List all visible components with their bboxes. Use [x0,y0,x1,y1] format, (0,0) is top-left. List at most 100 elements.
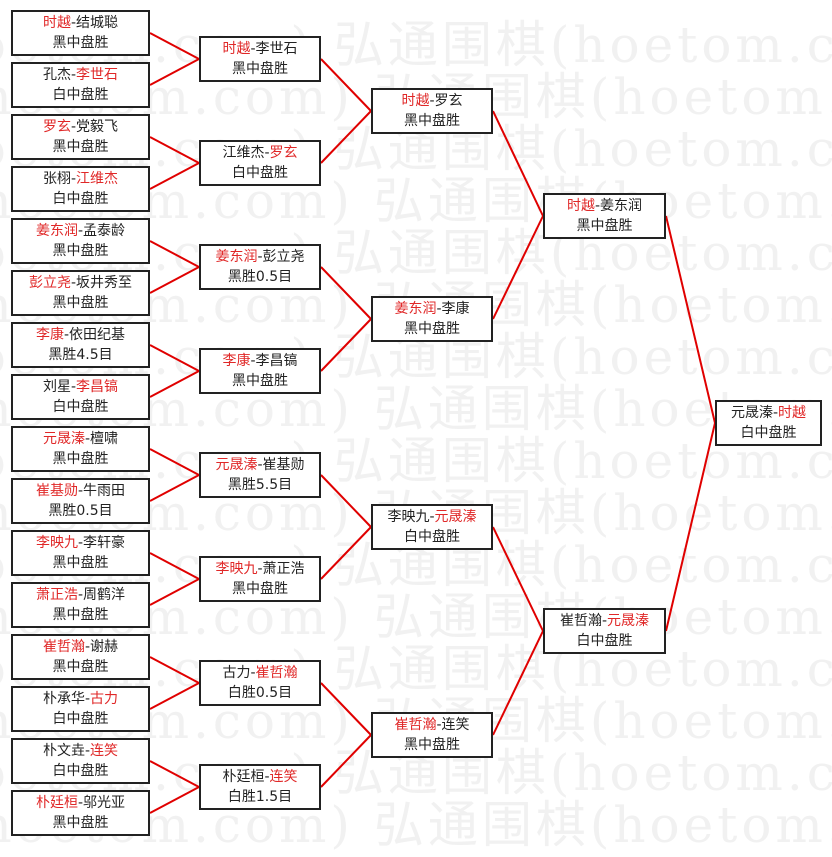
separator: - [250,353,256,369]
winner-name: 时越 [222,41,251,57]
winner-name: 李康 [222,353,251,369]
match-result: 白中盘胜 [404,529,460,545]
winner-name: 时越 [401,93,430,109]
player-name: 崔哲瀚 [559,613,602,629]
match-players: 江维杰-罗玄 [201,143,319,163]
player-name: 张栩 [42,171,71,187]
match-result: 黑中盘胜 [52,295,109,311]
match-players: 李映九-元晟溱 [373,507,491,527]
match-box: 古力-崔哲瀚 白胜0.5目 [199,660,321,706]
player-name: 姜东润 [600,198,643,214]
separator: - [70,15,77,31]
match-box: 崔哲瀚-连笑 黑中盘胜 [371,712,493,758]
connector-line [320,266,372,320]
match-box: 李映九-李轩豪 黑中盘胜 [11,530,150,576]
separator: - [70,67,77,83]
connector-line [320,526,372,580]
match-box: 姜东润-李康 黑中盘胜 [371,296,493,342]
separator: - [601,613,608,629]
separator: - [264,145,270,161]
match-players: 朴承华-古力 [13,689,148,709]
match-players: 李映九-萧正浩 [201,559,319,579]
connector-line [149,240,200,268]
match-result: 白中盘胜 [576,633,633,649]
winner-name: 萧正浩 [35,587,78,603]
connector-line [149,552,200,580]
match-box: 李康-依田纪基 黑胜4.5目 [11,322,150,368]
match-result: 黑中盘胜 [52,451,109,467]
match-players: 姜东润-孟泰龄 [13,221,148,241]
separator: - [84,431,91,447]
match-players: 萧正浩-周鹤洋 [13,585,148,605]
match-players: 元晟溱-时越 [717,403,820,423]
winner-name: 元晟溱 [215,457,258,473]
player-name: 古力 [222,665,251,681]
player-name: 孟泰龄 [83,223,126,239]
player-name: 依田纪基 [69,327,126,343]
connector-line [492,526,544,632]
match-players: 元晟溱-崔基勋 [201,455,319,475]
match-players: 姜东润-李康 [373,299,491,319]
connector-line [149,162,200,190]
match-players: 朴廷桓-连笑 [201,767,319,787]
connector-line [149,760,200,788]
player-name: 朴承华 [42,691,85,707]
connector-line [149,58,200,86]
match-players: 元晟溱-檀啸 [13,429,148,449]
separator: - [429,93,435,109]
connector-line [492,110,544,217]
connector-line [320,734,372,788]
winner-name: 罗玄 [42,119,71,135]
match-box: 罗玄-党毅飞黑中盘胜 [11,114,150,160]
match-players: 朴廷桓-邬光亚 [13,793,148,813]
match-box: 江维杰-罗玄白中盘胜 [199,140,321,186]
match-result: 黑中盘胜 [52,139,109,155]
match-players: 时越-罗玄 [373,91,491,111]
connector-line [320,318,372,372]
player-name: 彭立尧 [262,249,305,265]
match-result: 黑中盘胜 [576,218,633,234]
separator: - [84,743,91,759]
match-result: 黑中盘胜 [52,35,109,51]
separator: - [257,457,263,473]
winner-name: 李世石 [76,67,119,83]
match-players: 刘星-李昌镐 [13,377,148,397]
match-result: 白中盘胜 [740,425,797,441]
match-result: 黑中盘胜 [52,815,109,831]
match-box: 彭立尧-坂井秀至 黑中盘胜 [11,270,150,316]
player-name: 李轩豪 [83,535,126,551]
connector-line [149,682,200,710]
match-result: 黑中盘胜 [52,607,109,623]
winner-name: 元晟溱 [42,431,85,447]
winner-name: 崔哲瀚 [42,639,85,655]
winner-name: 元晟溱 [434,509,477,525]
match-result: 黑胜0.5目 [48,503,113,519]
player-name: 崔基勋 [262,457,305,473]
connector-line [320,682,372,736]
player-name: 孔杰 [42,67,71,83]
match-result: 黑胜4.5目 [48,347,113,363]
connector-line [149,474,200,502]
winner-name: 古力 [90,691,119,707]
match-players: 崔哲瀚-元晟溱 [545,611,664,631]
match-players: 崔基勋-牛雨田 [13,481,148,501]
separator: - [70,379,77,395]
match-box: 元晟溱-崔基勋 黑胜5.5目 [199,452,321,498]
winner-name: 姜东润 [215,249,258,265]
winner-name: 朴廷桓 [35,795,78,811]
player-name: 牛雨田 [83,483,126,499]
match-box: 李康-李昌镐 黑中盘胜 [199,348,321,394]
match-result: 白中盘胜 [232,165,288,181]
match-result: 白中盘胜 [52,87,109,103]
separator: - [594,198,601,214]
winner-name: 李昌镐 [76,379,119,395]
separator: - [250,41,256,57]
match-players: 罗玄-党毅飞 [13,117,148,137]
match-players: 孔杰-李世石 [13,65,148,85]
connector-line [665,422,716,632]
match-result: 白中盘胜 [52,763,109,779]
connector-line [149,370,200,398]
match-players: 时越-李世石 [201,39,319,59]
separator: - [429,509,435,525]
match-players: 时越-结城聪 [13,13,148,33]
